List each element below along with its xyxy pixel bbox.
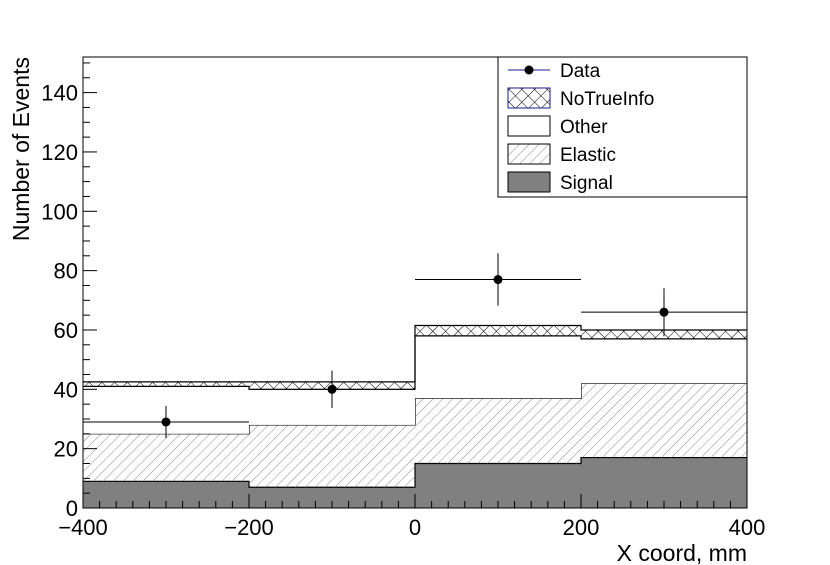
- data-point: [493, 275, 503, 285]
- legend-label-other: Other: [560, 117, 608, 138]
- y-tick-label: 60: [54, 318, 78, 343]
- x-tick-label: 0: [409, 515, 421, 540]
- y-axis-title: Number of Events: [8, 57, 34, 241]
- legend: Data NoTrueInfo Other Elastic Signal: [497, 56, 748, 198]
- data-point: [327, 384, 337, 394]
- legend-swatch-other: [507, 115, 551, 137]
- y-tick-label: 140: [41, 81, 78, 106]
- y-tick-label: 100: [41, 199, 78, 224]
- legend-label-elastic: Elastic: [560, 145, 616, 166]
- data-point: [659, 307, 669, 317]
- signal-bar: [581, 457, 747, 508]
- data-point: [161, 417, 171, 427]
- legend-data-marker: [524, 65, 534, 75]
- legend-swatch-signal: [507, 171, 551, 193]
- y-tick-label: 20: [54, 437, 78, 462]
- legend-label-data: Data: [560, 61, 601, 82]
- y-tick-label: 120: [41, 140, 78, 165]
- signal-bar: [415, 463, 581, 508]
- y-tick-label: 40: [54, 377, 78, 402]
- elastic-bar: [581, 383, 747, 458]
- x-tick-label: 200: [563, 515, 600, 540]
- x-tick-label: −400: [58, 515, 108, 540]
- notrueinfo-bar: [415, 325, 581, 336]
- legend-swatch-elastic: [507, 143, 551, 165]
- notrueinfo-step-line: [83, 324, 747, 383]
- legend-swatch-notrueinfo: [507, 87, 551, 109]
- x-tick-label: 400: [729, 515, 766, 540]
- y-tick-label: 80: [54, 259, 78, 284]
- legend-label-signal: Signal: [560, 173, 613, 194]
- y-tick-label: 0: [66, 496, 78, 521]
- elastic-bar: [415, 398, 581, 464]
- x-axis-title: X coord, mm: [617, 540, 747, 565]
- signal-bar: [249, 487, 415, 508]
- elastic-bar: [83, 433, 249, 482]
- notrueinfo-bar: [83, 381, 249, 387]
- elastic-bar: [249, 424, 415, 488]
- legend-label-notrueinfo: NoTrueInfo: [560, 89, 654, 110]
- other-bar: [415, 335, 581, 399]
- other-bar: [581, 338, 747, 384]
- x-tick-label: −200: [224, 515, 274, 540]
